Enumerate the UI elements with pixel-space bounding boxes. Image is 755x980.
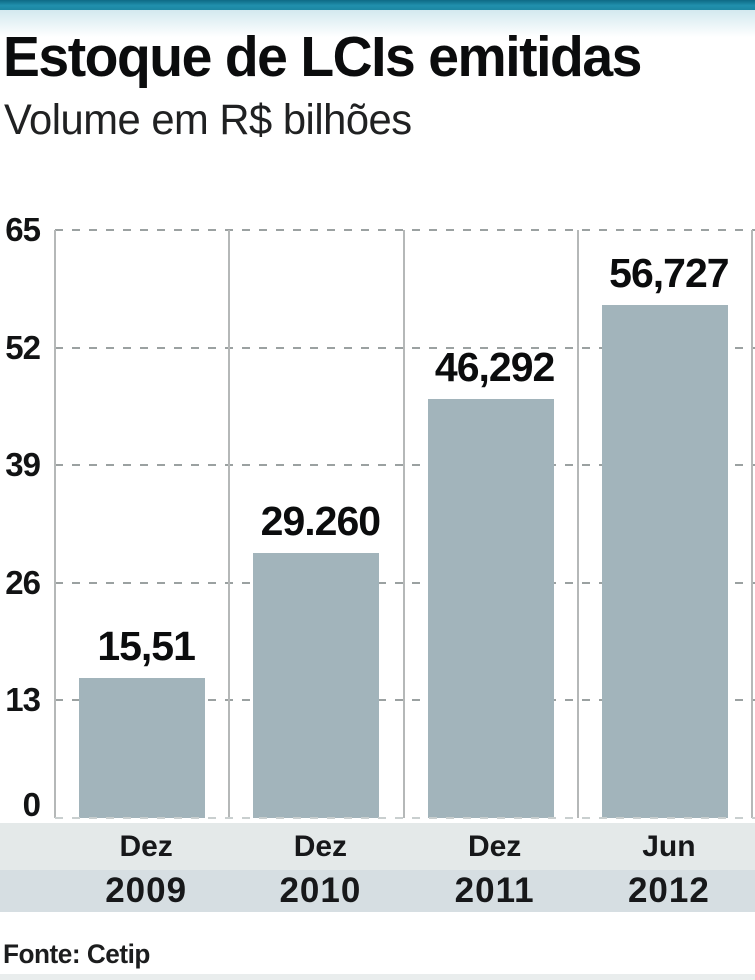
y-axis-label-65: 65: [5, 211, 41, 248]
bar-value-label-2012: 56,727: [609, 249, 729, 296]
y-axis-label-0: 0: [22, 786, 41, 823]
top-accent-bar: [0, 0, 755, 10]
x-axis-month-2012: Jun: [642, 830, 696, 863]
x-axis-year-2011: 2011: [454, 871, 535, 910]
x-axis-month-band: Dez Dez Dez Jun: [0, 823, 755, 870]
gridline-y-0: [55, 817, 755, 819]
x-axis-year-band: 2009 2010 2011 2012: [0, 870, 755, 912]
chart-subtitle: Volume em R$ bilhões: [4, 96, 412, 144]
gridline-y-13: [55, 699, 755, 702]
column-separator-2: [402, 230, 405, 818]
bar-value-label-2011: 46,292: [434, 344, 555, 391]
chart-title: Estoque de LCIs emitidas: [3, 25, 642, 89]
x-axis-year-2009: 2009: [105, 871, 188, 910]
bar-value-label-2010: 29.260: [260, 498, 381, 545]
bar-dez-2011: [427, 399, 554, 818]
gridline-y-65: [55, 229, 755, 231]
gridline-y-52: [55, 346, 755, 349]
bar-dez-2009: [79, 677, 206, 818]
y-axis-label-26: 26: [5, 563, 41, 601]
x-axis-month-2011: Dez: [467, 830, 522, 863]
source-note: Fonte: Cetip: [3, 939, 150, 969]
column-separator-1: [228, 230, 231, 818]
column-separator-3: [576, 230, 579, 818]
x-axis-month-2009: Dez: [119, 830, 173, 863]
gridline-y-26: [55, 581, 755, 584]
bottom-edge-strip: [0, 974, 755, 980]
x-axis-month-2010: Dez: [293, 830, 348, 863]
x-axis-year-2012: 2012: [627, 871, 710, 910]
y-axis-label-52: 52: [5, 328, 41, 366]
gridline-y-39: [55, 464, 755, 467]
y-axis-label-39: 39: [5, 446, 41, 484]
bar-jun-2012: [601, 304, 728, 818]
y-axis-label-13: 13: [5, 681, 41, 719]
bar-value-label-2009: 15,51: [97, 622, 196, 669]
x-axis-year-2010: 2010: [279, 871, 362, 910]
plot-right-border: [751, 230, 753, 818]
top-accent-fade: [0, 10, 755, 42]
y-axis-line: [54, 230, 56, 818]
bar-dez-2010: [253, 553, 380, 818]
